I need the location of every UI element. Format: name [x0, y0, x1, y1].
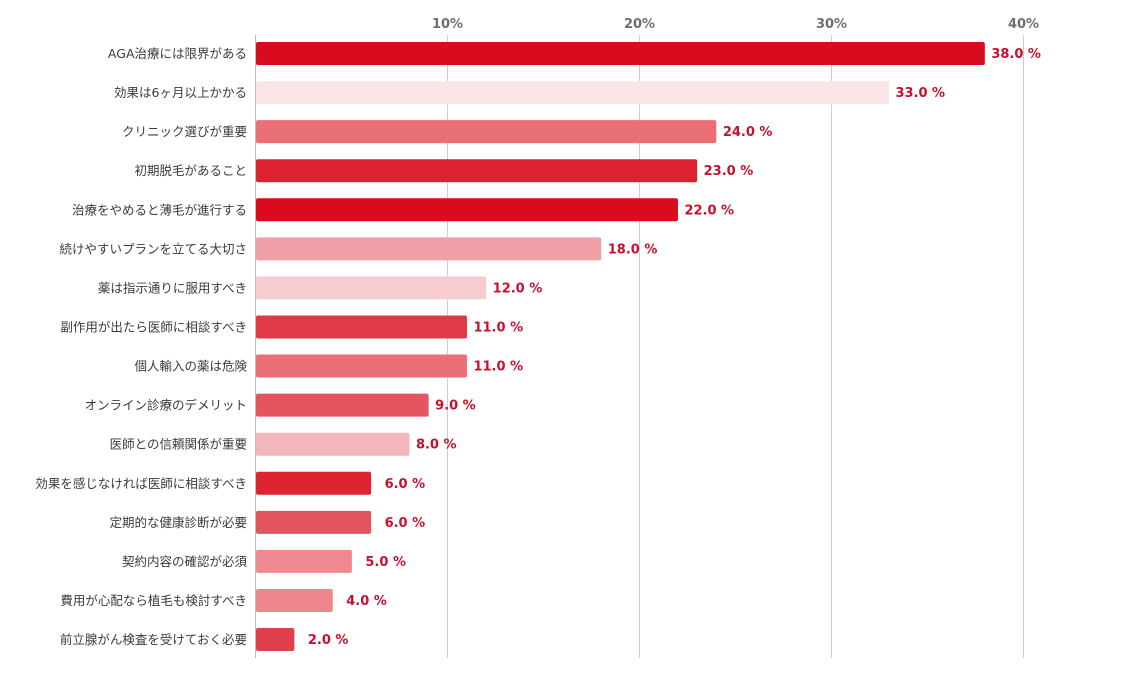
- bar-7: [256, 276, 487, 300]
- value-label-10: 9.0 %: [435, 399, 476, 414]
- bar-14: [256, 549, 352, 573]
- bar-6: [256, 237, 602, 261]
- x-tick-label-30: 30%: [816, 17, 847, 32]
- value-label-6: 18.0 %: [608, 242, 658, 257]
- value-label-15: 4.0 %: [346, 594, 387, 609]
- category-label-8: 副作用が出たら医師に相談すべき: [60, 319, 247, 334]
- category-label-11: 医師との信頼関係が重要: [110, 437, 247, 452]
- bar-3: [256, 120, 717, 144]
- x-tick-label-40: 40%: [1008, 17, 1039, 32]
- label-layer: 10% 20% 30% 40% AGA治療には限界がある 38.0 % 効果は6ヶ月以上かか…: [35, 17, 1041, 648]
- value-label-11: 8.0 %: [416, 438, 457, 453]
- x-tick-label-20: 20%: [624, 17, 655, 32]
- category-label-7: 薬は指示通りに服用すべき: [98, 280, 247, 295]
- category-label-2: 効果は6ヶ月以上かかる: [114, 85, 247, 100]
- value-label-5: 22.0 %: [684, 203, 734, 218]
- bar-9: [256, 354, 467, 378]
- category-label-5: 治療をやめると薄毛が進行する: [72, 202, 247, 217]
- value-label-12: 6.0 %: [385, 477, 426, 492]
- value-label-1: 38.0 %: [991, 47, 1041, 62]
- bar-16: [256, 628, 295, 652]
- value-label-14: 5.0 %: [365, 555, 406, 570]
- category-label-14: 契約内容の確認が必須: [122, 554, 248, 569]
- value-label-8: 11.0 %: [473, 320, 523, 335]
- value-label-2: 33.0 %: [895, 86, 945, 101]
- value-label-16: 2.0 %: [308, 633, 349, 648]
- category-label-12: 効果を感じなければ医師に相談すべき: [35, 476, 247, 491]
- category-label-3: クリニック選びが重要: [122, 124, 247, 139]
- bar-15: [256, 588, 333, 612]
- value-label-13: 6.0 %: [385, 516, 426, 531]
- bar-12: [256, 471, 372, 495]
- bar-1: [256, 42, 985, 65]
- bar-5: [256, 198, 678, 222]
- bar-10: [256, 393, 429, 417]
- bar-2: [256, 81, 889, 105]
- value-label-7: 12.0 %: [493, 281, 543, 296]
- value-label-3: 24.0 %: [723, 125, 773, 140]
- category-label-4: 初期脱毛があること: [134, 163, 247, 178]
- category-label-10: オンライン診療のデメリット: [84, 398, 247, 413]
- bar-11: [256, 432, 410, 456]
- bar-8: [256, 315, 467, 339]
- x-tick-label-10: 10%: [432, 17, 463, 32]
- category-label-9: 個人輸入の薬は危険: [134, 359, 247, 374]
- bar-4: [256, 159, 698, 183]
- category-label-6: 続けやすいプランを立てる大切さ: [59, 241, 247, 256]
- category-label-16: 前立腺がん検査を受けておく必要: [60, 632, 247, 647]
- value-label-4: 23.0 %: [704, 164, 754, 179]
- category-label-13: 定期的な健康診断が必要: [109, 515, 247, 530]
- value-label-9: 11.0 %: [473, 360, 523, 375]
- category-label-1: AGA治療には限界がある: [108, 46, 247, 61]
- bar-layer: [256, 42, 985, 652]
- category-label-15: 費用が心配なら植毛も検討すべき: [60, 593, 247, 608]
- bar-13: [256, 510, 372, 534]
